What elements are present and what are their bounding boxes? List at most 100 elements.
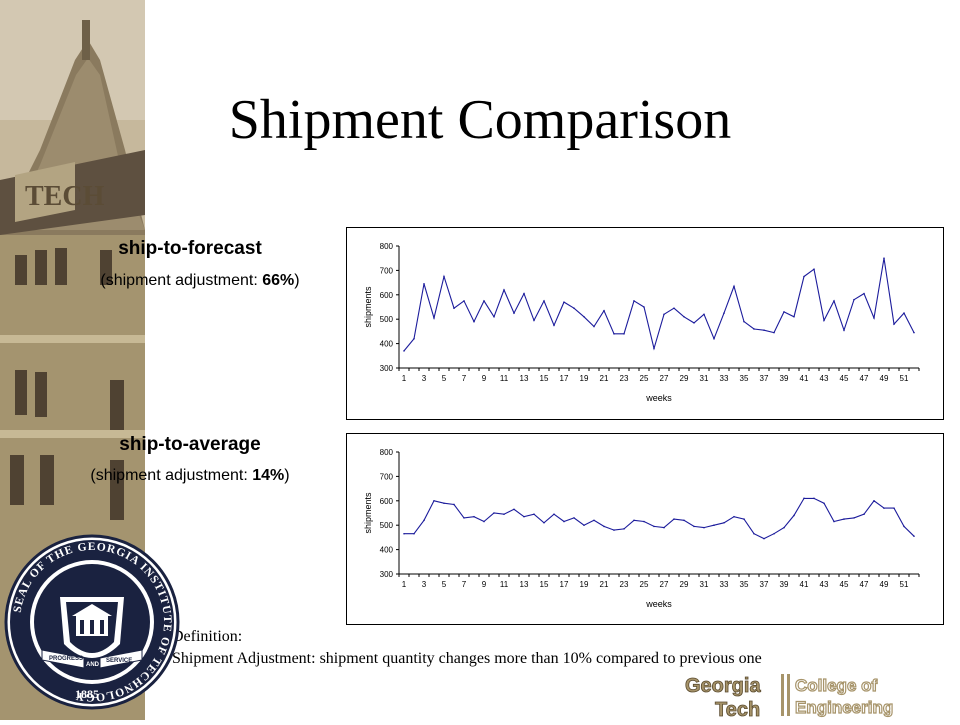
data-point bbox=[613, 333, 615, 335]
chart-ship-to-average: 300 400 500 600 700 800 1 3 5 7 9 11 13 15 17 19 21 23 25 2… bbox=[346, 433, 944, 625]
definition-heading: Definition: bbox=[172, 628, 243, 645]
data-point bbox=[703, 313, 705, 316]
data-point bbox=[803, 275, 805, 278]
x-tick-label: 45 bbox=[840, 374, 849, 383]
data-point bbox=[443, 275, 445, 278]
average-sub-pre: (shipment adjustment: bbox=[90, 467, 253, 484]
data-point bbox=[433, 317, 435, 319]
data-point bbox=[723, 312, 725, 314]
x-tick-label: 17 bbox=[560, 374, 569, 383]
x-tick-label: 41 bbox=[800, 580, 809, 589]
x-tick-label: 7 bbox=[462, 374, 467, 383]
data-point bbox=[553, 324, 555, 327]
x-tick-label: 51 bbox=[900, 580, 909, 589]
data-point bbox=[743, 518, 745, 520]
seal-banner-right: SERVICE bbox=[106, 658, 132, 664]
data-point bbox=[863, 513, 865, 516]
y-axis-label: shipments bbox=[363, 286, 373, 328]
x-tick-label: 33 bbox=[720, 374, 729, 383]
x-tick-label: 13 bbox=[520, 580, 529, 589]
x-tick-label: 37 bbox=[760, 580, 769, 589]
data-point bbox=[673, 518, 675, 520]
y-tick-label: 300 bbox=[380, 364, 394, 373]
data-point bbox=[833, 300, 835, 302]
chart-ship-to-forecast: 300 400 500 600 700 800 1 3 5 7 9 11 13 15 17 19 21 23 25 2… bbox=[346, 227, 944, 420]
x-tick-label: 7 bbox=[462, 580, 467, 589]
data-point bbox=[803, 497, 805, 500]
data-point bbox=[563, 520, 565, 523]
data-point bbox=[593, 325, 595, 328]
data-point bbox=[513, 312, 515, 314]
data-point bbox=[883, 257, 885, 259]
forecast-sub-pre: (shipment adjustment: bbox=[100, 272, 263, 289]
data-point bbox=[523, 292, 525, 295]
x-axis-label: weeks bbox=[645, 393, 672, 403]
definition-text: Shipment Adjustment: shipment quantity c… bbox=[172, 650, 762, 667]
data-point bbox=[743, 320, 745, 323]
x-tick-label: 3 bbox=[422, 374, 427, 383]
data-point bbox=[593, 519, 595, 522]
x-tick-label: 27 bbox=[660, 374, 669, 383]
data-point bbox=[673, 307, 675, 310]
y-tick-label: 700 bbox=[380, 472, 394, 481]
x-tick-label: 43 bbox=[820, 580, 829, 589]
data-point bbox=[583, 524, 585, 526]
data-point bbox=[693, 525, 695, 528]
x-tick-label: 39 bbox=[780, 580, 789, 589]
data-point bbox=[763, 537, 765, 540]
data-point bbox=[823, 319, 825, 322]
x-tick-label: 19 bbox=[580, 374, 589, 383]
georgia-tech-seal: SEAL OF THE GEORGIA INSTITUTE OF TECHNOL… bbox=[2, 532, 182, 717]
x-tick-label: 21 bbox=[600, 374, 609, 383]
data-point bbox=[873, 500, 875, 502]
data-point bbox=[503, 513, 505, 516]
data-point bbox=[473, 320, 475, 323]
data-point bbox=[783, 526, 785, 529]
average-sub-post: ) bbox=[284, 467, 290, 484]
forecast-sublabel: (shipment adjustment: 66%) bbox=[50, 272, 350, 290]
logo-georgia: Georgia bbox=[685, 675, 761, 697]
data-point bbox=[753, 328, 755, 330]
data-point bbox=[733, 285, 735, 288]
x-tick-label: 5 bbox=[442, 374, 447, 383]
data-point bbox=[843, 518, 845, 520]
x-tick-label: 29 bbox=[680, 374, 689, 383]
data-point bbox=[653, 525, 655, 528]
x-tick-label: 15 bbox=[540, 374, 549, 383]
seal-banner-center: AND bbox=[86, 662, 100, 668]
data-point bbox=[753, 532, 755, 535]
data-point bbox=[403, 532, 405, 535]
y-tick-label: 500 bbox=[380, 521, 394, 530]
data-point bbox=[833, 520, 835, 523]
y-tick-label: 700 bbox=[380, 266, 394, 275]
y-tick-label: 800 bbox=[380, 242, 394, 251]
data-point bbox=[913, 331, 915, 334]
x-tick-label: 35 bbox=[740, 580, 749, 589]
data-point bbox=[473, 515, 475, 518]
data-point bbox=[403, 350, 405, 352]
forecast-label: ship-to-forecast bbox=[118, 238, 262, 259]
y-axis-label: shipments bbox=[363, 492, 373, 534]
x-tick-label: 37 bbox=[760, 374, 769, 383]
data-point bbox=[503, 289, 505, 291]
x-tick-label: 33 bbox=[720, 580, 729, 589]
data-point bbox=[553, 513, 555, 516]
data-point bbox=[763, 329, 765, 331]
data-point bbox=[603, 525, 605, 528]
x-tick-label: 25 bbox=[640, 580, 649, 589]
x-tick-label: 45 bbox=[840, 580, 849, 589]
data-point bbox=[813, 268, 815, 270]
seal-year: 1885 bbox=[75, 687, 99, 701]
series-line bbox=[403, 258, 915, 352]
data-point bbox=[583, 315, 585, 318]
data-point bbox=[463, 517, 465, 519]
y-tick-label: 500 bbox=[380, 315, 394, 324]
x-tick-label: 39 bbox=[780, 374, 789, 383]
data-point bbox=[433, 500, 435, 502]
georgia-tech-engineering-logo: Georgia Tech College of Engineering bbox=[685, 672, 955, 725]
data-point bbox=[703, 526, 705, 529]
page-title: Shipment Comparison bbox=[228, 89, 732, 151]
data-point bbox=[683, 315, 685, 318]
forecast-sub-post: ) bbox=[294, 272, 300, 289]
